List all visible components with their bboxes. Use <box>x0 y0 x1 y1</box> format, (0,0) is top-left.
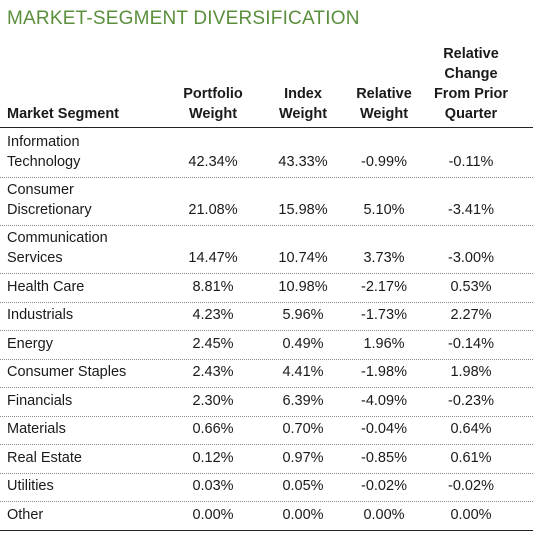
relative-weight-cell: 3.73% <box>363 250 405 266</box>
portfolio-weight-cell: 0.03% <box>192 478 234 494</box>
portfolio-weight-cell: 2.30% <box>192 392 234 409</box>
relative-change-cell: -3.41% <box>448 202 494 218</box>
portfolio-weight-cell: 8.81% <box>192 278 234 295</box>
segment-cell: Consumer Discretionary <box>7 182 92 218</box>
table-row: Financials 2.30% 6.39% -4.09% -0.23% <box>0 388 533 417</box>
segment-cell: Real Estate <box>7 449 82 466</box>
portfolio-weight-cell: 21.08% <box>188 202 238 218</box>
relative-change-cell: 0.61% <box>450 449 492 466</box>
table-row: Communication Services 14.47% 10.74% 3.73% -… <box>0 226 533 274</box>
index-weight-cell: 0.70% <box>282 421 324 437</box>
index-weight-cell: 43.33% <box>278 154 328 170</box>
segment-cell: Utilities <box>7 478 54 494</box>
relative-change-cell: -0.11% <box>448 154 494 170</box>
segment-cell: Consumer Staples <box>7 364 127 380</box>
index-weight-cell: 6.39% <box>282 392 324 409</box>
index-weight-cell: 0.97% <box>282 449 324 466</box>
segment-cell: Other <box>7 506 44 523</box>
table-row: Energy 2.45% 0.49% 1.96% -0.14% <box>0 331 533 360</box>
table-row: Other 0.00% 0.00% 0.00% 0.00% <box>0 502 533 531</box>
relative-weight-cell: -0.04% <box>361 421 407 437</box>
table-row: Materials 0.66% 0.70% -0.04% 0.64% <box>0 417 533 445</box>
relative-weight-cell: -1.73% <box>361 307 407 323</box>
table-row: Industrials 4.23% 5.96% -1.73% 2.27% <box>0 303 533 331</box>
index-weight-cell: 4.41% <box>282 364 324 380</box>
relative-weight-cell: -0.85% <box>361 449 407 466</box>
header-market-segment: Market Segment <box>7 106 120 122</box>
table-row: Consumer Staples 2.43% 4.41% -1.98% 1.98% <box>0 360 533 388</box>
relative-weight-cell: -2.17% <box>361 278 407 295</box>
relative-change-cell: -0.14% <box>448 335 494 352</box>
relative-change-cell: -3.00% <box>448 250 494 266</box>
index-weight-cell: 10.74% <box>278 250 328 266</box>
relative-weight-cell: 1.96% <box>363 335 405 352</box>
portfolio-weight-cell: 0.12% <box>192 449 234 466</box>
relative-change-cell: 0.64% <box>450 421 492 437</box>
table-row: Consumer Discretionary 21.08% 15.98% 5.10% -… <box>0 178 533 226</box>
relative-weight-cell: -1.98% <box>361 364 407 380</box>
relative-change-cell: -0.23% <box>448 392 494 409</box>
relative-change-cell: 0.53% <box>450 278 492 295</box>
relative-weight-cell: -0.02% <box>361 478 407 494</box>
portfolio-weight-cell: 4.23% <box>192 307 234 323</box>
index-weight-cell: 0.05% <box>282 478 324 494</box>
relative-weight-cell: 5.10% <box>363 202 405 218</box>
table-header: Market Segment Portfolio Weight Index We… <box>0 45 533 128</box>
index-weight-cell: 0.00% <box>282 506 324 523</box>
segment-cell: Information Technology <box>7 134 81 170</box>
relative-change-cell: 1.98% <box>450 364 492 380</box>
index-weight-cell: 5.96% <box>282 307 324 323</box>
segment-cell: Materials <box>7 421 66 437</box>
portfolio-weight-cell: 0.66% <box>192 421 234 437</box>
segment-cell: Communication Services <box>7 230 108 266</box>
table-body: Information Technology 42.34% 43.33% -0.99%… <box>0 130 533 531</box>
relative-change-cell: 0.00% <box>450 506 492 523</box>
header-portfolio-weight: Portfolio Weight <box>183 86 243 122</box>
table-title: MARKET-SEGMENT DIVERSIFICATION <box>7 8 360 29</box>
segment-cell: Industrials <box>7 307 74 323</box>
relative-change-cell: -0.02% <box>448 478 494 494</box>
portfolio-weight-cell: 42.34% <box>188 154 238 170</box>
relative-weight-cell: 0.00% <box>363 506 405 523</box>
table-row: Information Technology 42.34% 43.33% -0.99%… <box>0 130 533 178</box>
table-row: Health Care 8.81% 10.98% -2.17% 0.53% <box>0 274 533 303</box>
index-weight-cell: 0.49% <box>282 335 324 352</box>
portfolio-weight-cell: 14.47% <box>188 250 238 266</box>
header-relative-weight: Relative Weight <box>356 86 412 122</box>
header-relative-change: Relative Change From Prior Quarter <box>433 46 509 122</box>
portfolio-weight-cell: 0.00% <box>192 506 234 523</box>
segment-cell: Financials <box>7 392 73 409</box>
portfolio-weight-cell: 2.45% <box>192 335 234 352</box>
segment-cell: Health Care <box>7 278 85 295</box>
relative-weight-cell: -4.09% <box>361 392 407 409</box>
index-weight-cell: 15.98% <box>278 202 328 218</box>
table-row: Real Estate 0.12% 0.97% -0.85% 0.61% <box>0 445 533 474</box>
header-index-weight: Index Weight <box>278 86 328 122</box>
segment-cell: Energy <box>7 335 53 352</box>
relative-change-cell: 2.27% <box>450 307 492 323</box>
index-weight-cell: 10.98% <box>278 278 328 295</box>
relative-weight-cell: -0.99% <box>361 154 407 170</box>
table-row: Utilities 0.03% 0.05% -0.02% -0.02% <box>0 474 533 502</box>
portfolio-weight-cell: 2.43% <box>192 364 234 380</box>
